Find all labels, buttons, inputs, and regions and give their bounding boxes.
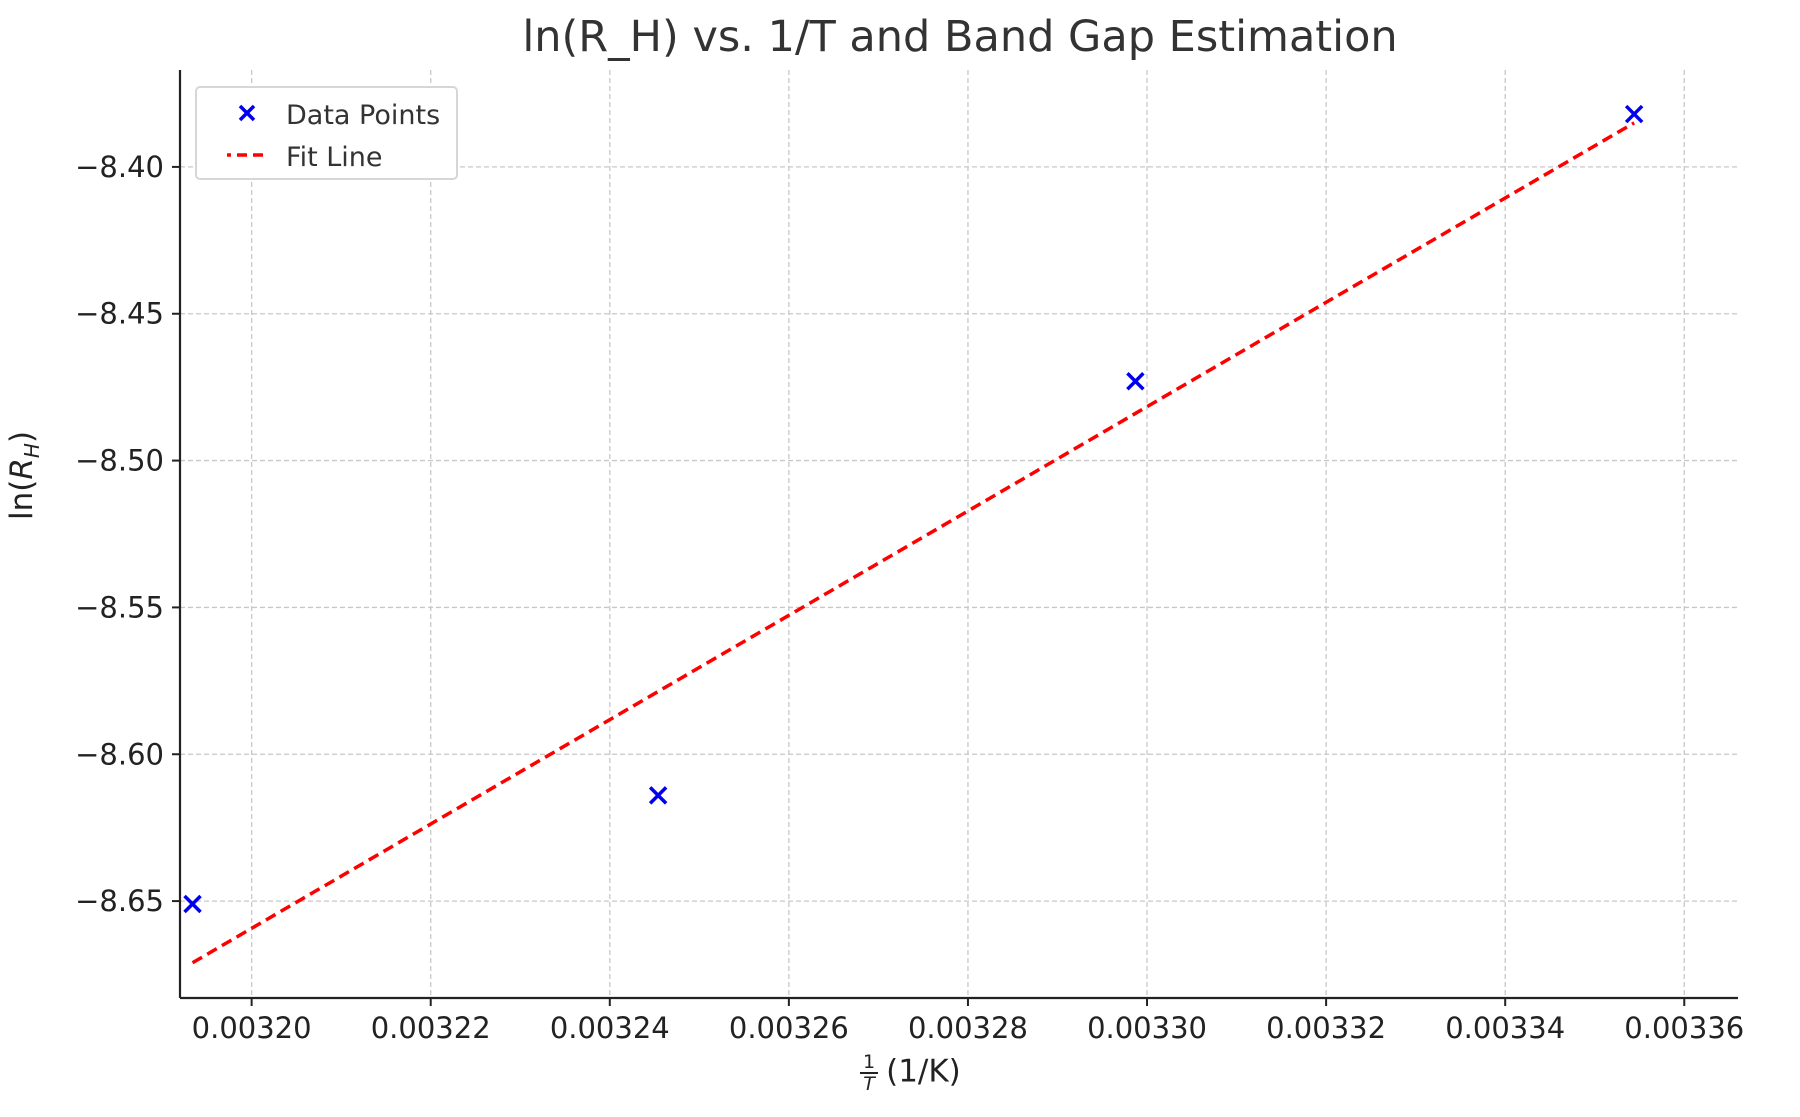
y-tick-label: −8.65 bbox=[75, 884, 164, 918]
x-tick-label: 0.00320 bbox=[192, 1011, 312, 1045]
data-point bbox=[183, 894, 202, 914]
grid bbox=[180, 70, 1738, 998]
x-tick-label: 0.00334 bbox=[1445, 1011, 1565, 1045]
legend: Data Points Fit Line bbox=[195, 86, 458, 180]
legend-label-data-points: Data Points bbox=[286, 100, 441, 131]
marks bbox=[183, 104, 1644, 965]
y-axis-label-variable: R bbox=[4, 458, 40, 480]
x-axis-label: 1 T (1/K) bbox=[860, 1052, 961, 1094]
y-axis-label: ln(RH) bbox=[4, 431, 44, 520]
y-tick-label: −8.45 bbox=[75, 297, 164, 331]
y-axis-label-subscript: H bbox=[20, 443, 45, 459]
axes bbox=[178, 70, 1738, 1000]
chart-title: ln(R_H) vs. 1/T and Band Gap Estimation bbox=[522, 12, 1398, 62]
y-axis-label-prefix: ln( bbox=[4, 479, 40, 520]
legend-x-marker-icon bbox=[238, 104, 256, 122]
x-tick-label: 0.00330 bbox=[1087, 1011, 1207, 1045]
legend-item-fit-line: Fit Line bbox=[197, 136, 456, 176]
x-tick-label: 0.00332 bbox=[1266, 1011, 1386, 1045]
data-point-stroke bbox=[648, 786, 668, 805]
x-tick-label: 0.00328 bbox=[908, 1011, 1028, 1045]
fit-line bbox=[191, 121, 1636, 965]
legend-item-data-points: Data Points bbox=[197, 94, 456, 134]
x-tick-label: 0.00326 bbox=[729, 1011, 849, 1045]
x-axis-unit: (1/K) bbox=[886, 1053, 961, 1090]
data-point-stroke bbox=[1126, 372, 1145, 391]
x-axis-fraction: 1 T bbox=[860, 1052, 879, 1095]
x-tick-label: 0.00322 bbox=[371, 1011, 491, 1045]
ticks: 0.00320 0.00322 0.00324 0.00326 0.00328 0.003… bbox=[75, 150, 1744, 1045]
y-tick-label: −8.60 bbox=[75, 737, 164, 771]
x-axis-fraction-denominator: T bbox=[863, 1073, 875, 1095]
data-point-stroke bbox=[1624, 104, 1644, 124]
y-axis-label-suffix: ) bbox=[4, 430, 40, 444]
x-tick-label: 0.00336 bbox=[1624, 1011, 1744, 1045]
y-tick-label: −8.40 bbox=[75, 150, 164, 184]
data-point bbox=[648, 786, 668, 805]
x-tick-label: 0.00324 bbox=[550, 1011, 670, 1045]
y-tick-label: −8.55 bbox=[75, 590, 164, 624]
legend-dashed-line-icon bbox=[227, 153, 267, 157]
data-point bbox=[1126, 372, 1145, 391]
x-axis-fraction-numerator: 1 bbox=[860, 1052, 879, 1074]
data-point bbox=[1624, 104, 1644, 124]
legend-label-fit-line: Fit Line bbox=[286, 142, 383, 173]
y-tick-label: −8.50 bbox=[75, 444, 164, 478]
data-point-stroke bbox=[183, 894, 202, 914]
